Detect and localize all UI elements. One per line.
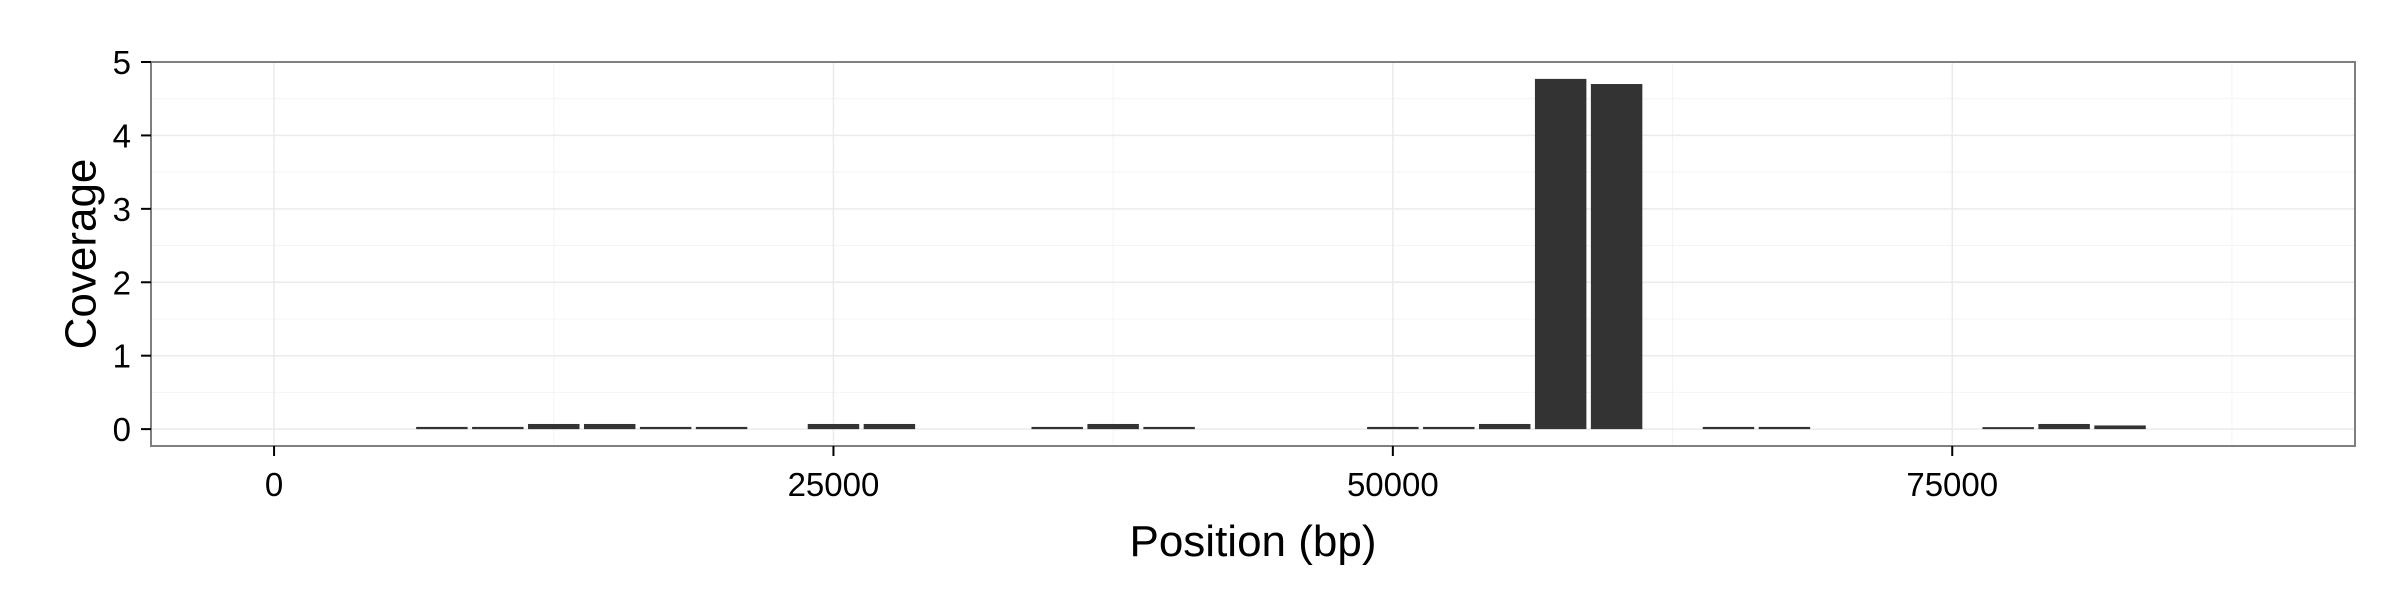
y-tick-label: 0 — [113, 411, 131, 448]
bar — [1143, 426, 1195, 430]
y-tick-label: 2 — [113, 264, 131, 301]
x-tick-label: 50000 — [1347, 466, 1439, 503]
y-tick-label: 1 — [113, 338, 131, 375]
bar — [416, 426, 468, 430]
bar — [1982, 427, 2034, 430]
x-tick-label: 25000 — [788, 466, 880, 503]
bar — [1031, 426, 1083, 430]
y-tick-label: 4 — [113, 117, 131, 154]
bar — [863, 423, 916, 430]
x-axis-title: Position (bp) — [1129, 517, 1376, 566]
bar — [1590, 84, 1643, 430]
bar — [2038, 423, 2090, 430]
bar — [1702, 426, 1755, 430]
bar — [2094, 425, 2146, 430]
bar — [695, 426, 748, 430]
y-tick-label: 5 — [113, 44, 131, 81]
plot-panel — [150, 61, 2356, 447]
bar — [1367, 426, 1419, 430]
x-tick-label: 0 — [265, 466, 283, 503]
bar — [1534, 78, 1587, 430]
bar — [472, 426, 524, 430]
bar — [1478, 423, 1531, 430]
bar — [1087, 423, 1139, 430]
x-tick-label: 75000 — [1906, 466, 1998, 503]
bar — [639, 426, 692, 430]
y-axis-title: Coverage — [56, 159, 105, 350]
bar — [1423, 426, 1475, 430]
bar — [528, 423, 580, 430]
grid-lines — [151, 61, 2355, 446]
bars — [416, 78, 2146, 430]
bar — [1758, 426, 1811, 430]
bar — [807, 423, 860, 430]
bar — [583, 423, 636, 430]
axes: 0 1 2 3 4 5 0 25000 50000 75000 — [113, 44, 1998, 503]
y-tick-label: 3 — [113, 191, 131, 228]
